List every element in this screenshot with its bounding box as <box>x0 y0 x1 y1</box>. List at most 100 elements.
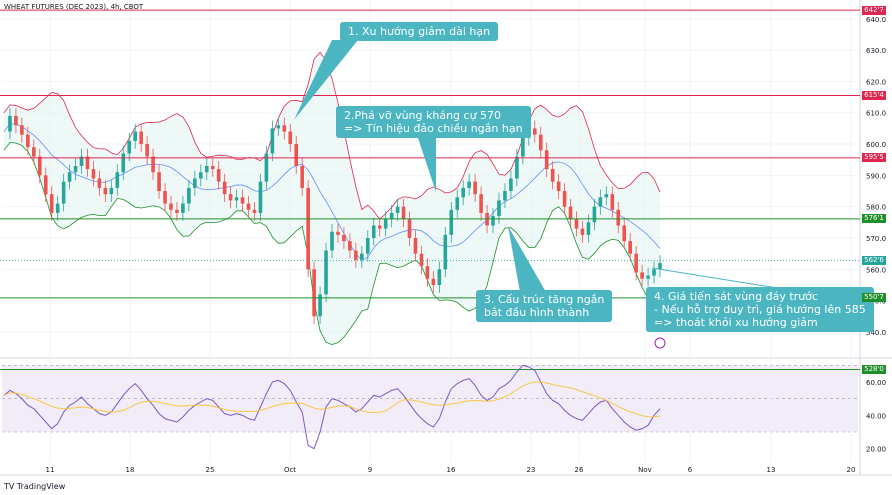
candle-body-34 <box>204 165 209 173</box>
candle-body-68 <box>407 219 412 238</box>
candle-body-43 <box>258 181 263 213</box>
bb-upper-line <box>3 51 661 220</box>
rsi-line <box>3 364 661 450</box>
candle-body-25 <box>151 156 155 173</box>
candle-body-6 <box>37 156 42 176</box>
candle-body-71 <box>425 266 430 279</box>
candle-body-29 <box>175 209 179 213</box>
candle-body-96 <box>574 219 579 229</box>
candle-body-44 <box>264 153 269 182</box>
candle-body-7 <box>43 175 48 195</box>
candle-body-23 <box>139 131 143 145</box>
candle-body-92 <box>550 169 555 182</box>
candle-body-21 <box>127 140 132 154</box>
annotation-3: 3. Cấu trúc tăng ngắn bắt đầu hình thành <box>476 290 613 322</box>
candle-body-110 <box>658 263 662 270</box>
candle-body-19 <box>115 172 120 188</box>
annotation-3-pointer <box>508 226 546 292</box>
candle-body-57 <box>342 234 346 242</box>
price-tick-label-7: 570.0 <box>866 235 886 243</box>
candle-body-104 <box>622 225 627 242</box>
candle-body-89 <box>532 128 537 135</box>
candle-body-109 <box>652 269 656 276</box>
candle-body-35 <box>210 165 215 170</box>
candle-body-87 <box>521 137 525 157</box>
candle-body-103 <box>616 209 621 226</box>
candle-body-49 <box>294 144 299 166</box>
candle-body-70 <box>419 253 424 267</box>
price-tick-label-3: 610.0 <box>866 110 886 118</box>
candle-body-38 <box>228 194 233 201</box>
rsi-ma-line <box>3 381 661 418</box>
time-tick-label-10: 13 <box>767 466 776 474</box>
candle-body-20 <box>121 153 126 173</box>
candle-body-102 <box>610 194 615 210</box>
price-tick-label-0: 640.0 <box>866 16 886 24</box>
candle-body-15 <box>91 169 96 179</box>
candle-body-106 <box>634 253 638 273</box>
time-tick-label-4: 9 <box>368 466 372 474</box>
candle-body-75 <box>449 209 454 235</box>
time-tick-label-6: 23 <box>527 466 536 474</box>
candle-body-54 <box>324 250 328 295</box>
candle-body-84 <box>503 191 507 201</box>
candle-body-91 <box>544 150 549 170</box>
candle-body-8 <box>49 194 54 213</box>
candle-body-27 <box>163 191 167 204</box>
candle-body-36 <box>216 169 221 182</box>
candle-body-28 <box>169 203 173 210</box>
alert-icon <box>654 337 666 349</box>
candle-body-32 <box>193 178 197 188</box>
candle-body-95 <box>568 206 573 220</box>
candle-body-98 <box>586 222 591 235</box>
time-tick-label-2: 25 <box>206 466 215 474</box>
annotation-2: 2.Phá vỡ vùng kháng cự 570 => Tín hiệu đ… <box>336 106 531 138</box>
candle-body-86 <box>515 156 519 179</box>
candle-body-79 <box>473 181 477 195</box>
candle-body-73 <box>437 269 442 285</box>
candle-body-107 <box>640 272 644 279</box>
candle-body-26 <box>157 172 161 192</box>
candle-body-18 <box>109 187 114 195</box>
candle-body-62 <box>371 225 376 238</box>
candle-body-1 <box>8 115 12 132</box>
annotation-1-pointer <box>294 40 358 120</box>
candle-body-55 <box>330 231 334 251</box>
candle-body-41 <box>246 203 251 210</box>
candle-body-69 <box>413 238 418 254</box>
candle-body-59 <box>354 250 358 260</box>
candle-body-4 <box>26 134 30 148</box>
candle-body-63 <box>377 225 382 229</box>
annotation-4: 4. Giá tiến sát vùng đáy trước - Nếu hỗ … <box>646 287 874 332</box>
candle-body-60 <box>360 253 364 260</box>
rsi-tick-label-2: 20.00 <box>866 446 886 454</box>
candle-body-100 <box>598 197 603 207</box>
candle-body-76 <box>455 197 460 210</box>
candle-body-93 <box>556 181 561 192</box>
level-tag-1: 615'4 <box>862 91 886 100</box>
candle-body-46 <box>276 125 281 129</box>
price-tick-label-5: 590.0 <box>866 172 886 180</box>
candle-body-85 <box>509 178 513 192</box>
candle-body-22 <box>133 131 137 141</box>
tv-logo-text: TradingView <box>16 482 66 491</box>
bb-basis-line <box>3 123 661 261</box>
level-tag-5: 528'0 <box>862 365 886 375</box>
candle-body-17 <box>103 187 108 195</box>
candle-body-64 <box>383 219 388 229</box>
candle-body-10 <box>61 181 66 204</box>
tv-logo-icon: TV <box>4 482 17 491</box>
time-tick-label-5: 16 <box>447 466 456 474</box>
candle-body-56 <box>336 231 340 235</box>
candle-body-16 <box>97 178 102 188</box>
bb-fill <box>4 52 660 345</box>
candle-body-50 <box>300 165 304 188</box>
tradingview-logo: TV TradingView <box>4 482 65 491</box>
candle-body-66 <box>395 206 400 213</box>
candle-body-61 <box>365 238 370 254</box>
level-tag-3: 576'1 <box>862 214 886 224</box>
level-tag-2: 595'5 <box>862 153 886 163</box>
price-tick-label-6: 580.0 <box>866 204 886 212</box>
candle-body-94 <box>562 191 567 207</box>
